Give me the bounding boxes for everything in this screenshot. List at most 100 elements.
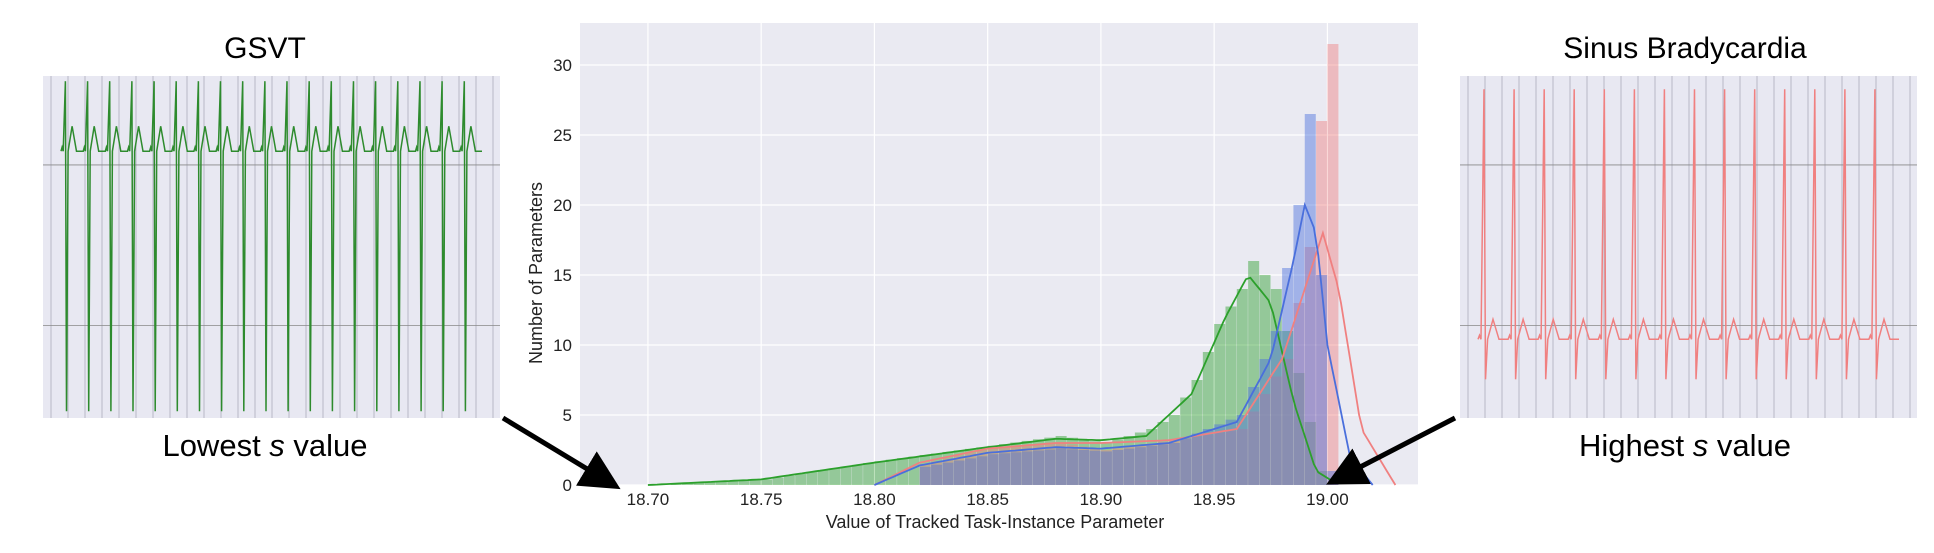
histogram-bar xyxy=(919,455,931,485)
histogram-bar xyxy=(1236,289,1248,485)
histogram-bar xyxy=(795,473,807,485)
histogram-bar xyxy=(1191,380,1203,485)
right-ecg-trace xyxy=(1460,76,1917,418)
histogram-bar xyxy=(1225,419,1237,485)
histogram-bar xyxy=(1225,306,1237,485)
histogram-bar xyxy=(863,463,875,485)
histogram-bar xyxy=(1270,289,1282,485)
histogram-bar xyxy=(1191,436,1203,485)
histogram-bar xyxy=(1259,359,1271,485)
histogram-bar xyxy=(693,482,705,485)
histogram-bar xyxy=(829,468,841,485)
histogram-chart: Value of Tracked Task-Instance Parameter… xyxy=(526,23,1418,532)
histogram-bar xyxy=(806,472,818,485)
histogram-bar xyxy=(1146,443,1158,485)
right-caption-var: s xyxy=(1692,428,1709,463)
histogram-bar xyxy=(1180,397,1192,485)
histogram-bar xyxy=(942,462,954,485)
histogram-bar xyxy=(1134,447,1146,485)
ecg-trace-line xyxy=(1477,89,1899,380)
histogram-bar xyxy=(1202,434,1214,485)
histogram-bar xyxy=(1293,205,1305,485)
histogram-bar xyxy=(1066,449,1078,485)
left-arrow xyxy=(501,415,621,490)
histogram-bar xyxy=(1021,451,1033,485)
histogram-bar xyxy=(919,466,931,485)
histogram-bar xyxy=(1123,436,1135,485)
histogram-bar xyxy=(953,455,965,485)
histogram-bar xyxy=(1123,448,1135,485)
histogram-bar xyxy=(1316,275,1328,485)
histogram-bar xyxy=(1010,445,1022,485)
right-panel-title: Sinus Bradycardia xyxy=(1563,32,1807,65)
left-caption-prefix: Lowest xyxy=(162,428,270,463)
histogram-bar xyxy=(987,447,999,485)
histogram-bar xyxy=(1112,439,1124,485)
histogram-bar xyxy=(704,482,716,485)
histogram-bar xyxy=(1010,442,1022,485)
histogram-bar xyxy=(772,477,784,485)
histogram-bar xyxy=(1044,437,1056,485)
histogram-bar xyxy=(1214,324,1226,485)
y-tick-label: 30 xyxy=(553,56,572,75)
histogram-bar xyxy=(1089,448,1101,485)
histogram-bar xyxy=(965,452,977,485)
histogram-bar xyxy=(1316,471,1328,485)
histogram-bar xyxy=(1066,444,1078,485)
histogram-bar xyxy=(1248,411,1260,485)
y-tick-label: 15 xyxy=(553,266,572,285)
histogram-bar xyxy=(783,475,795,485)
histogram-bar xyxy=(1112,448,1124,485)
x-tick-label: 18.95 xyxy=(1193,490,1236,509)
histogram-bar xyxy=(1270,376,1282,485)
histogram-bar xyxy=(965,448,977,485)
histogram-bar xyxy=(1214,424,1226,485)
histogram-bar xyxy=(987,445,999,485)
histogram-bar xyxy=(999,444,1011,485)
histogram-bar xyxy=(999,446,1011,485)
x-tick-label: 18.80 xyxy=(853,490,896,509)
histogram-bar xyxy=(1157,422,1169,485)
x-tick-label: 18.85 xyxy=(966,490,1009,509)
right-caption-suffix: value xyxy=(1708,428,1791,463)
histogram-bar xyxy=(999,453,1011,485)
y-tick-label: 20 xyxy=(553,196,572,215)
histogram-bar xyxy=(1214,432,1226,485)
x-tick-label: 18.70 xyxy=(627,490,670,509)
histogram-bar xyxy=(976,456,988,485)
histogram-bar xyxy=(965,458,977,485)
y-tick-label: 5 xyxy=(563,406,572,425)
histogram-bar xyxy=(942,451,954,485)
histogram-bar xyxy=(1202,429,1214,485)
histogram-bar xyxy=(1089,441,1101,485)
histogram-bar xyxy=(1021,440,1033,485)
histogram-bar xyxy=(942,458,954,485)
histogram-bar xyxy=(1304,247,1316,485)
histogram-bar xyxy=(874,461,886,485)
histogram-bar xyxy=(1304,114,1316,485)
left-panel-caption: Lowest s value xyxy=(40,428,490,464)
histogram-bar xyxy=(1055,448,1067,485)
histogram-bar xyxy=(987,454,999,485)
histogram-bar xyxy=(1282,359,1294,485)
histogram-bar xyxy=(1055,436,1067,485)
histogram-bar xyxy=(1134,445,1146,485)
histogram-bar xyxy=(851,464,863,485)
histogram-bar xyxy=(1010,452,1022,485)
ecg-trace-line xyxy=(60,81,482,412)
histogram-bar xyxy=(817,470,829,485)
histogram-bar xyxy=(1270,331,1282,485)
x-tick-label: 18.75 xyxy=(740,490,783,509)
histogram-bar xyxy=(1044,449,1056,485)
kde-curve xyxy=(647,276,1337,486)
right-ecg-strip xyxy=(1460,76,1917,418)
y-tick-label: 10 xyxy=(553,336,572,355)
plot-area xyxy=(580,23,1418,485)
histogram-bar xyxy=(1293,303,1305,485)
histogram-bar xyxy=(1259,394,1271,485)
histogram-bar xyxy=(885,459,897,485)
histogram-bar xyxy=(908,456,920,485)
histogram-bar xyxy=(976,447,988,485)
histogram-bar xyxy=(1146,429,1158,485)
